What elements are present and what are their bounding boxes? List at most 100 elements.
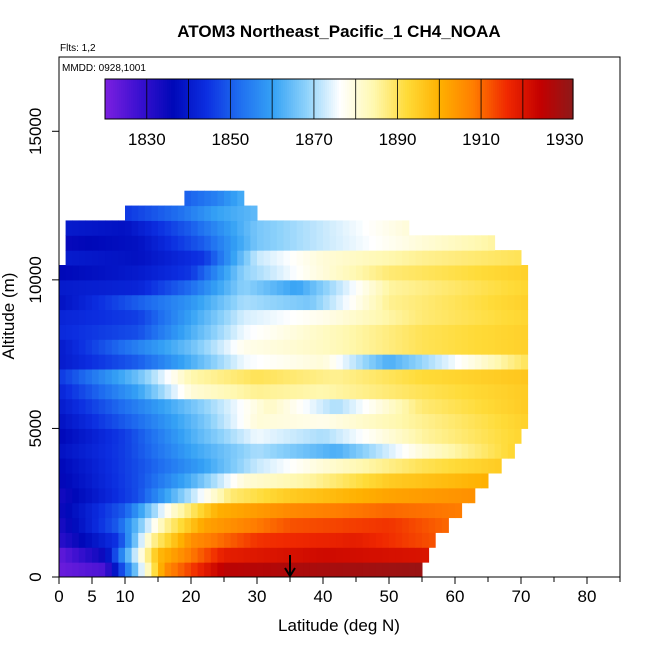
heatmap-cell [257, 473, 265, 489]
heatmap-cell [151, 354, 159, 370]
heatmap-cell [210, 250, 218, 266]
heatmap-cell [435, 398, 443, 415]
heatmap-cell [184, 458, 192, 474]
heatmap-cell [441, 473, 449, 489]
heatmap-cell [151, 562, 159, 578]
heatmap-cell [158, 309, 166, 325]
heatmap-cell [283, 398, 291, 415]
heatmap-cell [389, 235, 397, 251]
heatmap-cell [217, 265, 225, 281]
colorbar-segment [373, 79, 376, 119]
heatmap-cell [488, 324, 496, 340]
heatmap-cell [197, 547, 205, 563]
heatmap-cell [349, 398, 357, 415]
heatmap-cell [395, 413, 403, 429]
heatmap-cell [507, 443, 515, 459]
heatmap-cell [296, 339, 304, 355]
heatmap-cell [105, 279, 113, 296]
heatmap-cell [290, 413, 298, 429]
heatmap-cell [138, 473, 146, 489]
heatmap-cell [356, 339, 364, 355]
heatmap-cell [375, 487, 383, 504]
heatmap-cell [210, 517, 218, 533]
heatmap-cell [204, 309, 212, 325]
heatmap-cell [428, 324, 436, 340]
heatmap-cell [177, 250, 185, 266]
heatmap-cell [250, 517, 258, 533]
heatmap-cell [270, 502, 278, 519]
heatmap-cell [276, 458, 284, 474]
heatmap-cell [217, 383, 225, 400]
colorbar-segment [557, 79, 560, 119]
heatmap-cell [210, 532, 218, 548]
heatmap-cell [138, 235, 146, 251]
heatmap-cell [177, 547, 185, 563]
heatmap-cell [408, 354, 416, 370]
heatmap-cell [263, 265, 271, 281]
heatmap-cell [408, 562, 416, 578]
heatmap-cell [349, 324, 357, 340]
heatmap-cell [474, 413, 482, 429]
heatmap-cell [184, 502, 192, 519]
heatmap-cell [237, 220, 245, 236]
colorbar-segment [451, 79, 454, 119]
heatmap-cell [461, 265, 469, 281]
heatmap-cell [138, 339, 146, 355]
heatmap-cell [105, 428, 113, 444]
colorbar-segment [505, 79, 508, 119]
heatmap-cell [144, 517, 152, 533]
heatmap-cell [323, 473, 331, 489]
heatmap-cell [138, 324, 146, 340]
heatmap-cell [131, 354, 139, 370]
heatmap-cell [342, 443, 350, 459]
colorbar-segment [139, 79, 142, 119]
heatmap-cell [237, 339, 245, 355]
heatmap-cell [164, 517, 172, 533]
heatmap-cell [342, 265, 350, 281]
colorbar-segment [353, 79, 356, 119]
heatmap-cell [283, 517, 291, 533]
heatmap-cell [342, 250, 350, 266]
heatmap-cell [408, 279, 416, 296]
heatmap-cell [237, 473, 245, 489]
heatmap-cell [276, 235, 284, 251]
colorbar-segment [391, 79, 394, 119]
heatmap-cell [210, 487, 218, 504]
heatmap-cell [92, 339, 100, 355]
heatmap-cell [303, 383, 311, 400]
heatmap-cell [435, 339, 443, 355]
heatmap-cell [65, 279, 73, 296]
heatmap-cell [270, 428, 278, 444]
heatmap-cell [263, 413, 271, 429]
colorbar-segment [417, 79, 420, 119]
heatmap-cell [171, 517, 179, 533]
heatmap-cell [263, 487, 271, 504]
heatmap-cell [257, 532, 265, 548]
colorbar-segment [183, 79, 186, 119]
heatmap-cell [323, 265, 331, 281]
colorbar-segment [521, 79, 524, 119]
heatmap-cell [111, 443, 119, 459]
heatmap-cell [92, 502, 100, 519]
heatmap-cell [111, 294, 119, 311]
heatmap-cell [408, 532, 416, 548]
colorbar-segment [303, 79, 306, 119]
heatmap-cell [422, 309, 430, 325]
heatmap-cell [237, 562, 245, 578]
heatmap-cell [184, 473, 192, 489]
heatmap-cell [342, 547, 350, 563]
heatmap-cell [144, 502, 152, 519]
colorbar-segment [413, 79, 416, 119]
heatmap-cell [514, 369, 522, 385]
heatmap-cell [65, 309, 73, 325]
heatmap-cell [217, 190, 225, 207]
heatmap-cell [210, 458, 218, 474]
heatmap-cell [171, 443, 179, 459]
heatmap-cell [488, 383, 496, 400]
heatmap-cell [204, 413, 212, 429]
heatmap-cell [395, 443, 403, 459]
heatmap-cell [125, 339, 133, 355]
heatmap-cell [303, 562, 311, 578]
heatmap-cell [59, 413, 67, 429]
